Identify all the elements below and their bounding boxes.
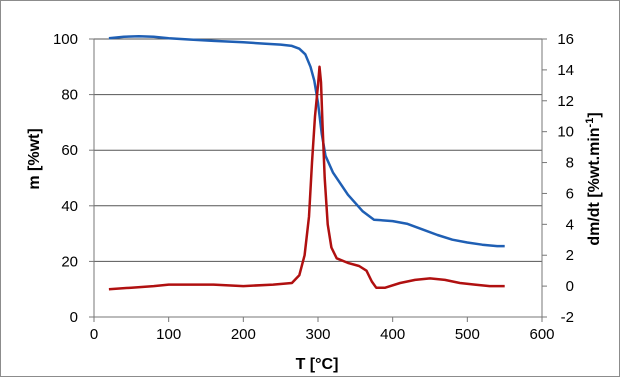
y2-tick-label: 16: [557, 31, 574, 48]
x-tick-label: 0: [90, 326, 98, 343]
x-tick-label: 500: [455, 326, 480, 343]
y-axis-title: m [%wt]: [26, 128, 43, 189]
x-tick-label: 200: [231, 326, 256, 343]
y2-tick-label: 6: [566, 185, 574, 202]
y-tick-label: 100: [53, 31, 78, 48]
tick-labels: 0 100 200 300 400 500 600 0 20 40 60 80 100 -2 0 2 4 6 8 10…: [53, 31, 574, 343]
y-tick-label: 40: [61, 198, 78, 215]
y2-tick-label: 0: [566, 278, 574, 295]
x-axis-title: T [°C]: [296, 356, 339, 373]
y-tick-label: 20: [61, 253, 78, 270]
series-line-dmdt: [108, 65, 505, 291]
x-tick-label: 600: [529, 326, 554, 343]
y2-axis-title-end: ]: [586, 112, 603, 117]
y2-axis-title-sup: -1: [584, 118, 596, 128]
y-tick-label: 80: [61, 87, 78, 104]
series-line-mass: [108, 34, 505, 248]
y2-tick-label: -2: [561, 309, 574, 326]
y2-axis-title-main: dm/dt [%wt.min: [586, 127, 603, 245]
y2-tick-label: 10: [557, 124, 574, 141]
x-tick-label: 400: [380, 326, 405, 343]
x-tick-label: 300: [305, 326, 330, 343]
y2-tick-label: 8: [566, 155, 574, 172]
series-group: [108, 34, 505, 291]
y2-tick-label: 4: [566, 216, 574, 233]
y2-axis-title: dm/dt [%wt.min-1]: [584, 112, 603, 245]
axes: [89, 38, 547, 322]
y-tick-label: 60: [61, 142, 78, 159]
y-tick-label: 0: [70, 309, 78, 326]
x-tick-label: 100: [156, 326, 181, 343]
y2-tick-label: 2: [566, 247, 574, 264]
y2-tick-label: 14: [557, 62, 574, 79]
y2-tick-label: 12: [557, 93, 574, 110]
